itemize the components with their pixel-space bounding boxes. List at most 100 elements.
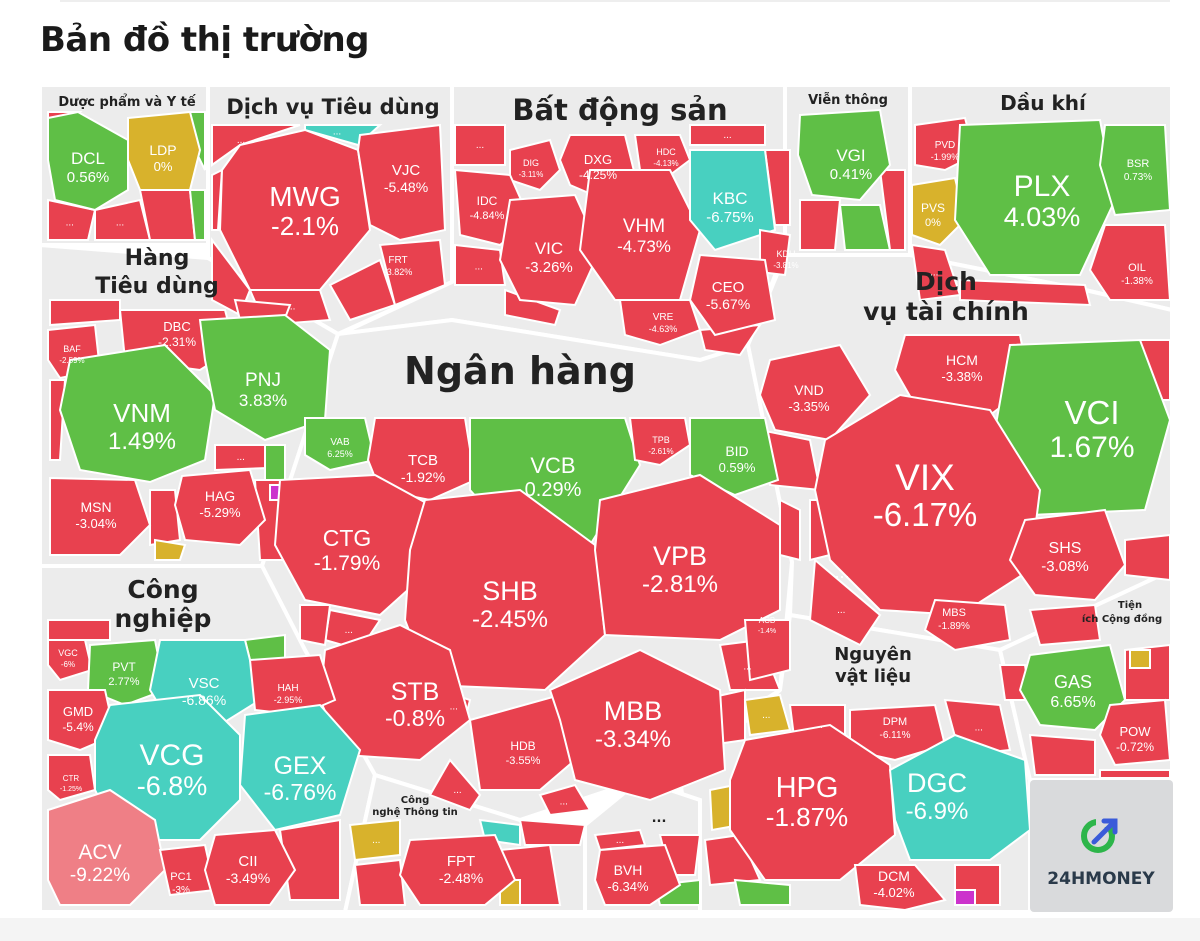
stock-cell-shs[interactable]: [1008, 508, 1127, 602]
stock-cell-minor[interactable]: [243, 633, 286, 661]
stock-cell-minor[interactable]: [808, 557, 882, 647]
stock-cell-vgc[interactable]: [47, 639, 94, 682]
stock-cell-tpb[interactable]: [628, 417, 692, 467]
stock-cell-pvs[interactable]: [911, 176, 967, 247]
stock-cell-minor[interactable]: [264, 444, 286, 481]
stock-cell-minor[interactable]: [1129, 649, 1151, 669]
stock-cell-ctg[interactable]: [273, 473, 431, 617]
stock-cell-vjc[interactable]: [356, 123, 447, 242]
stock-cell-kbc[interactable]: [689, 149, 777, 252]
stock-cell-minor[interactable]: [779, 498, 801, 562]
stock-cell-minor[interactable]: [689, 124, 766, 146]
stock-cell-mwg[interactable]: [218, 128, 372, 291]
stock-cell-hdb[interactable]: [468, 693, 577, 791]
stock-ticker: BSR: [1127, 158, 1150, 170]
stock-cell-dgc[interactable]: [888, 733, 1032, 861]
stock-cell-hpg[interactable]: [729, 723, 897, 881]
stock-cell-dcm[interactable]: [853, 864, 947, 912]
stock-change: -3.26%: [525, 259, 573, 276]
stock-cell-vre[interactable]: [618, 299, 702, 347]
stock-change: -3.11%: [519, 170, 544, 179]
stock-cell-minor[interactable]: [838, 204, 892, 251]
stock-cell-minor[interactable]: [353, 858, 407, 906]
stock-cell-vnm[interactable]: [58, 343, 217, 484]
stock-cell-fpt[interactable]: [398, 833, 517, 906]
stock-cell-gas[interactable]: [1018, 643, 1127, 732]
stock-cell-pnj[interactable]: [198, 313, 332, 442]
stock-cell-oil[interactable]: [1088, 224, 1172, 301]
stock-cell-vgi[interactable]: [796, 108, 892, 202]
stock-cell-minor[interactable]: [1099, 769, 1171, 779]
stock-cell-pvt[interactable]: [86, 638, 167, 707]
stock-cell-shb[interactable]: [403, 488, 607, 692]
stock-cell-minor[interactable]: [1028, 733, 1096, 776]
stock-change: 0.73%: [1124, 172, 1152, 183]
stock-ticker: VNM: [113, 398, 171, 428]
stock-cell-minor[interactable]: [47, 619, 111, 641]
stock-cell-cii[interactable]: [203, 828, 297, 906]
stock-cell-minor[interactable]: [454, 243, 507, 286]
stock-cell-minor[interactable]: [538, 783, 592, 817]
stock-cell-minor[interactable]: [428, 758, 482, 812]
stock-change: -3.34%: [595, 726, 671, 753]
stock-cell-minor[interactable]: [799, 199, 842, 251]
stock-ticker: FPT: [447, 853, 475, 870]
stock-cell-acb[interactable]: [743, 619, 791, 682]
stock-cell-hdc[interactable]: [633, 134, 692, 177]
stock-cell-ceo[interactable]: [688, 253, 777, 337]
stock-cell-minor[interactable]: [149, 489, 182, 547]
stock-cell-minor[interactable]: [878, 169, 906, 251]
stock-cell-minor[interactable]: [138, 189, 197, 241]
stock-ticker: PLX: [1014, 170, 1071, 203]
sector-title-dich-vu-tai-chinh: Dịch vụ tài chính: [863, 267, 1029, 326]
more-label: ...: [345, 625, 353, 636]
stock-cell-mbb[interactable]: [548, 648, 727, 802]
sector-title-hang-tieu-dung: Hàng Tiêu dùng: [95, 246, 219, 299]
stock-cell-kdh[interactable]: [759, 228, 792, 277]
stock-cell-bsr[interactable]: [1098, 124, 1172, 217]
stock-cell-minor[interactable]: [299, 604, 332, 647]
stock-change: -3.49%: [226, 870, 270, 886]
stock-ticker: GAS: [1054, 672, 1092, 692]
stock-cell-acv[interactable]: [47, 788, 167, 906]
stock-cell-dcl[interactable]: [47, 110, 129, 212]
sector-title-dich-vu-tieu-dung: Dịch vụ Tiêu dùng: [226, 95, 439, 119]
stock-cell-minor[interactable]: [959, 278, 1092, 307]
sector-title-cong-nghe: Công nghệ Thông tin: [372, 794, 458, 818]
stock-cell-minor[interactable]: [593, 828, 647, 852]
stock-cell-bvh[interactable]: [593, 843, 682, 906]
stock-cell-ctr[interactable]: [47, 754, 97, 802]
stock-cell-minor[interactable]: [954, 889, 976, 906]
stock-cell-minor[interactable]: [518, 818, 587, 846]
stock-cell-pow[interactable]: [1098, 698, 1172, 767]
stock-cell-vic[interactable]: [498, 193, 602, 307]
stock-cell-gex[interactable]: [238, 703, 362, 832]
stock-cell-minor[interactable]: [703, 833, 762, 887]
stock-cell-vab[interactable]: [304, 417, 377, 472]
stock-cell-minor[interactable]: [1028, 603, 1102, 647]
stock-cell-minor[interactable]: [454, 124, 506, 166]
stock-cell-minor[interactable]: [211, 168, 224, 231]
stock-ticker: DIG: [523, 158, 539, 168]
stock-cell-hag[interactable]: [173, 468, 267, 547]
stock-cell-msn[interactable]: [49, 476, 152, 556]
stock-cell-ldp[interactable]: [127, 110, 202, 191]
stock-cell-bid[interactable]: [689, 417, 780, 497]
stock-cell-minor[interactable]: [188, 189, 206, 241]
stock-change: -5.67%: [706, 296, 750, 312]
stock-ticker: HDB: [510, 739, 535, 753]
stock-change: 0%: [925, 217, 941, 229]
stock-ticker: CII: [238, 853, 257, 870]
stock-cell-minor[interactable]: [154, 538, 187, 561]
stock-cell-minor[interactable]: [1124, 533, 1171, 582]
stock-cell-plx[interactable]: [953, 118, 1117, 276]
stock-cell-frt[interactable]: [378, 238, 447, 307]
stock-ticker: TPB: [652, 435, 670, 445]
stock-cell-minor[interactable]: [733, 878, 791, 906]
stock-cell-minor[interactable]: [348, 818, 401, 862]
stock-ticker: VIX: [895, 457, 955, 498]
stock-cell-mbs[interactable]: [923, 598, 1012, 652]
stock-cell-minor[interactable]: [743, 693, 792, 737]
stock-cell-vix[interactable]: [813, 393, 1042, 617]
stock-cell-minor[interactable]: [49, 299, 121, 327]
